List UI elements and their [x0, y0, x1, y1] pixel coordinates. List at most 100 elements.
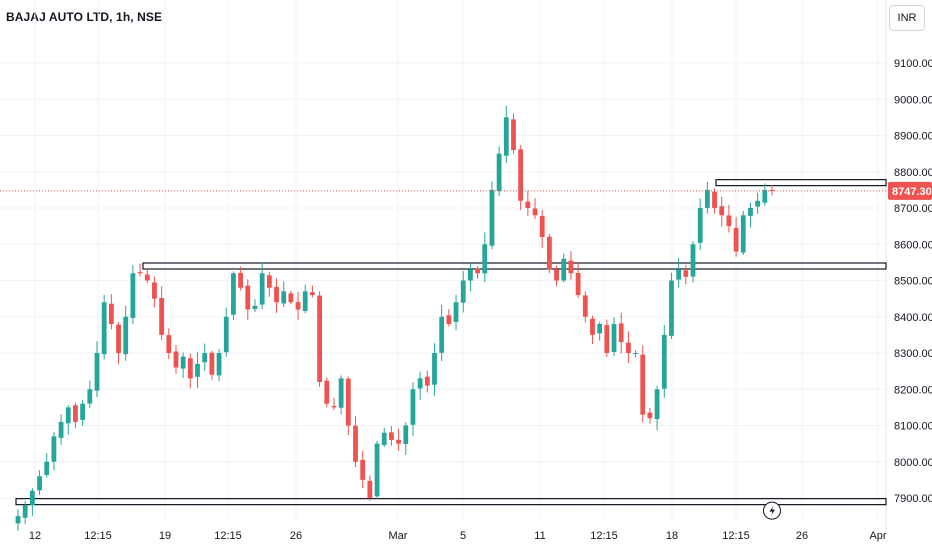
- candle-body: [123, 316, 129, 355]
- candle-body: [389, 432, 394, 440]
- candle-body: [546, 236, 552, 270]
- candle-body: [733, 227, 739, 252]
- candle-body: [475, 268, 480, 274]
- candle-body: [618, 323, 624, 343]
- y-tick-label: 9000.00: [894, 94, 932, 106]
- candle-body: [590, 318, 595, 335]
- candle-body: [216, 353, 222, 376]
- candle-body: [396, 439, 401, 444]
- candle-body: [676, 269, 682, 280]
- candle-body: [532, 208, 538, 216]
- candle-body: [503, 117, 509, 156]
- candle-body: [15, 516, 21, 524]
- x-tick-label: 26: [796, 530, 808, 542]
- candle-body: [489, 189, 495, 246]
- candle-body: [611, 324, 617, 352]
- candle-body: [324, 380, 330, 404]
- candle-body: [654, 389, 660, 420]
- candle-body: [231, 273, 236, 315]
- x-tick-label: 12: [29, 530, 41, 542]
- y-tick-label: 8200.00: [894, 384, 932, 396]
- x-tick-label: 11: [534, 530, 545, 542]
- candle-body: [317, 295, 322, 382]
- candles: [15, 105, 775, 531]
- candle-body: [417, 378, 423, 389]
- x-axis: 12 12:15 19 12:15 26 Mar 5 11 12:15 18 12:15 26 Apr: [29, 530, 887, 542]
- y-tick-label: 8400.00: [894, 312, 932, 324]
- x-tick-label: 19: [159, 530, 171, 542]
- last-price-label: 8747.30: [892, 186, 932, 198]
- candle-body: [726, 215, 732, 227]
- candle-body: [295, 302, 301, 310]
- candle-body: [187, 358, 193, 379]
- candle-body: [152, 282, 157, 299]
- candle-body: [582, 295, 588, 317]
- candle-body: [755, 200, 761, 207]
- candle-body: [712, 191, 717, 208]
- candle-body: [223, 316, 229, 353]
- candle-body: [597, 324, 603, 334]
- candle-body: [310, 292, 315, 295]
- candle-body: [173, 351, 179, 368]
- candle-body: [202, 353, 208, 363]
- candle-body: [468, 269, 473, 281]
- x-tick-label: 12:15: [214, 530, 242, 542]
- candle-body: [604, 324, 610, 353]
- y-tick-label: 8500.00: [894, 276, 932, 288]
- candle-body: [144, 274, 150, 281]
- candle-body: [360, 459, 366, 480]
- candle-body: [403, 425, 409, 444]
- price-level-line: [15, 498, 887, 506]
- x-tick-label: 5: [460, 530, 466, 542]
- candle-body: [704, 189, 710, 208]
- candle-body: [496, 153, 502, 192]
- candle-body: [101, 302, 107, 355]
- candle-body: [281, 291, 287, 304]
- candle-body: [288, 293, 294, 303]
- last-price-tag: [888, 181, 932, 200]
- candle-body: [22, 505, 28, 518]
- candle-body: [669, 280, 674, 336]
- currency-button[interactable]: INR: [889, 5, 925, 31]
- last-price-marker: 8747.30: [0, 181, 932, 200]
- candle-body: [640, 354, 646, 415]
- candle-body: [446, 315, 452, 324]
- candle-body: [331, 405, 337, 408]
- candle-body: [367, 480, 373, 498]
- lightning-icon[interactable]: [763, 501, 781, 520]
- candle-body: [748, 208, 753, 216]
- candle-body: [453, 302, 459, 322]
- candle-body: [740, 215, 746, 253]
- y-tick-label: 8800.00: [894, 167, 932, 179]
- candle-body: [561, 258, 567, 281]
- candle-body: [568, 260, 574, 274]
- y-tick-label: 8300.00: [894, 348, 932, 360]
- x-tick-label: 18: [666, 530, 678, 542]
- candle-body: [432, 353, 437, 385]
- candle-body: [374, 443, 380, 497]
- candle-body: [137, 272, 143, 274]
- candle-body: [525, 201, 531, 208]
- candle-body: [266, 275, 272, 288]
- candle-body: [539, 215, 545, 237]
- alert-marker[interactable]: [763, 501, 781, 520]
- candle-body: [209, 352, 215, 375]
- candle-body: [633, 353, 638, 354]
- candle-body: [259, 273, 265, 305]
- x-tick-label: 12:15: [590, 530, 618, 542]
- candle-body: [274, 286, 279, 303]
- candle-body: [195, 363, 200, 377]
- y-tick-label: 8900.00: [894, 131, 932, 143]
- candle-body: [130, 273, 136, 318]
- candle-body: [353, 425, 358, 462]
- candle-body: [719, 206, 725, 216]
- candle-body: [647, 412, 653, 419]
- y-axis: 7900.00 8000.00 8100.00 8200.00 8300.00 8400.…: [894, 58, 932, 505]
- candle-body: [482, 244, 488, 274]
- candle-body: [58, 421, 64, 438]
- x-tick-label: 26: [290, 530, 302, 542]
- candle-body: [65, 407, 71, 424]
- x-tick-label: Apr: [869, 530, 886, 542]
